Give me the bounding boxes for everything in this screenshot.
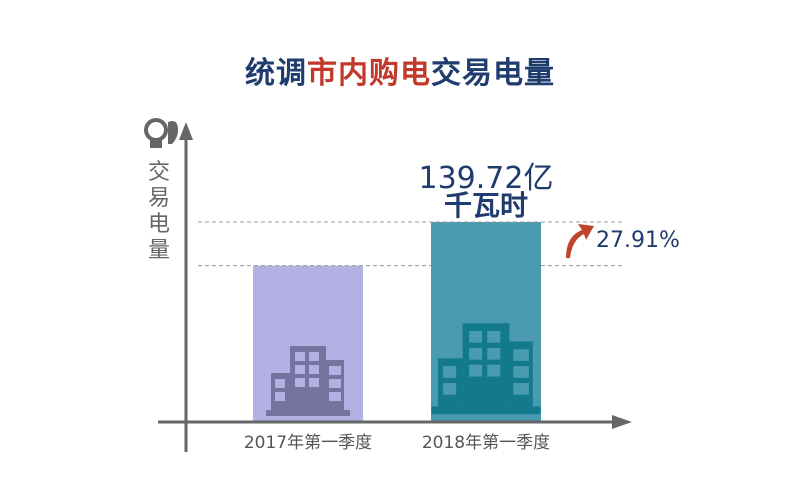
value-unit: 千瓦时 [443,189,528,222]
chart-title: 统调市内购电交易电量 [0,48,800,92]
curved-arrow-up-icon [566,224,594,258]
y-axis-label: 交易电量 [147,160,170,263]
buildings-icon [431,323,541,415]
buildings-icon [266,346,350,416]
title-highlight: 市内购电 [307,56,431,91]
x-tick-label: 2017年第一季度 [243,433,373,453]
lightbulb-icon [144,118,168,142]
lightbulb-ray [168,121,178,144]
value-label: 139.72亿 [418,161,554,196]
x-tick-label: 2018年第一季度 [421,433,551,453]
lightbulb-base [150,140,162,148]
title-part: 统调 [245,56,307,91]
y-axis-arrow [179,122,193,140]
title-part: 交易电量 [431,56,555,91]
growth-label: 27.91% [596,228,680,253]
x-axis-arrow [612,415,632,429]
